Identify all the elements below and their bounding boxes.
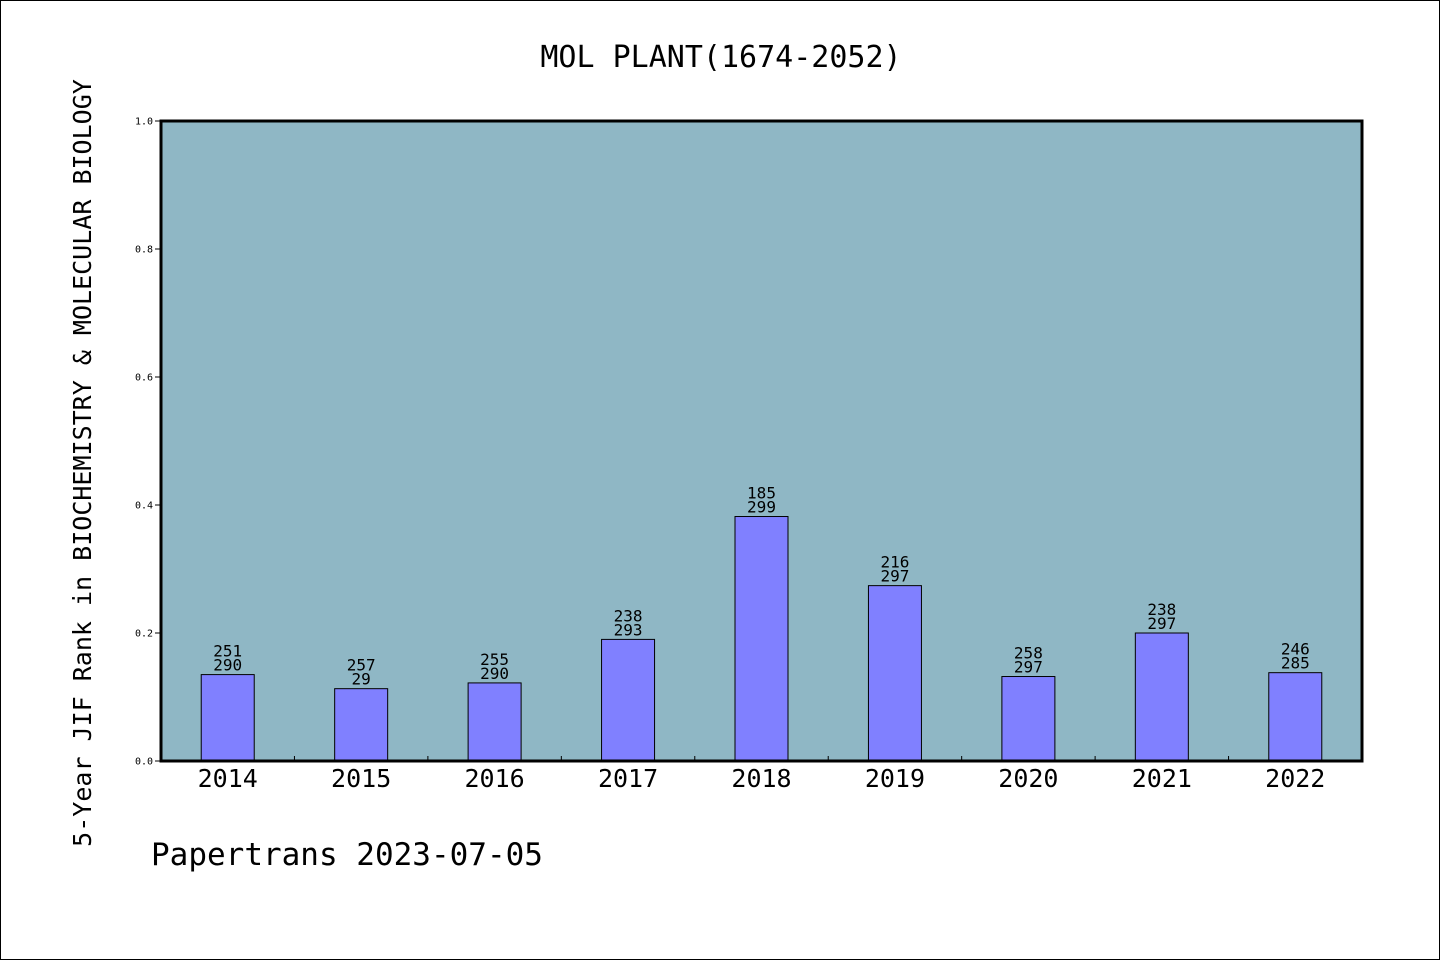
bar-2015 xyxy=(334,688,389,762)
bar-label-2018-rank: 185 xyxy=(747,484,776,503)
x-tick-label: 2015 xyxy=(331,764,391,793)
bar-label-2022-total: 285 xyxy=(1281,654,1310,673)
x-tick-label: 2016 xyxy=(465,764,525,793)
bar-label-2022-rank: 246 xyxy=(1281,640,1310,659)
bar-label-2018-total: 299 xyxy=(747,498,776,517)
x-tick-label: 2014 xyxy=(198,764,258,793)
chart-title: MOL PLANT(1674-2052) xyxy=(540,40,901,75)
x-tick-label: 2017 xyxy=(598,764,658,793)
bar-2019 xyxy=(867,585,922,762)
bar-2022 xyxy=(1268,672,1323,762)
bar-2016 xyxy=(467,682,522,762)
bar-2018 xyxy=(734,516,789,762)
bar-label-2016-rank: 255 xyxy=(480,650,509,669)
bar-2020 xyxy=(1001,676,1056,762)
bar-2021 xyxy=(1134,632,1189,762)
bar-label-2017-rank: 238 xyxy=(614,606,643,625)
bar-label-2016-total: 290 xyxy=(480,664,509,683)
x-tick-label: 2018 xyxy=(731,764,791,793)
bar-2017 xyxy=(601,638,656,762)
x-axis: 2014 2015 2016 2017 2018 2019 2020 2021 2022 xyxy=(198,756,1325,793)
bar-label-2019-total: 297 xyxy=(880,567,909,586)
bar-label-2015-rank: 257 xyxy=(347,656,376,675)
x-tick-label: 2020 xyxy=(998,764,1058,793)
y-tick-label: 0.4 xyxy=(135,501,153,512)
footer-text: Papertrans 2023-07-05 xyxy=(151,837,543,873)
bar-label-2014-rank: 251 xyxy=(213,642,242,661)
y-tick-label: 0.8 xyxy=(135,245,153,256)
bar-label-2017-total: 293 xyxy=(614,620,643,639)
y-tick-label: 1.0 xyxy=(135,117,153,128)
bar-label-2014-total: 290 xyxy=(213,656,242,675)
bar-label-2015-total: 29 xyxy=(352,670,371,689)
bar-label-2020-total: 297 xyxy=(1014,658,1043,677)
x-tick-label: 2022 xyxy=(1265,764,1325,793)
y-tick-label: 0.6 xyxy=(135,373,153,384)
y-tick-label: 0.2 xyxy=(135,629,153,640)
y-axis-label: 5-Year JIF Rank in BIOCHEMISTRY & MOLECU… xyxy=(68,79,97,847)
bar-label-2019-rank: 216 xyxy=(880,553,909,572)
y-axis: 0.0 0.2 0.4 0.6 0.8 1.0 xyxy=(135,117,161,768)
bars-group xyxy=(200,516,1323,762)
bar-2014 xyxy=(200,674,255,762)
bar-label-2020-rank: 258 xyxy=(1014,644,1043,663)
plot-border xyxy=(159,119,1364,763)
bar-label-2021-total: 297 xyxy=(1147,614,1176,633)
x-tick-label: 2021 xyxy=(1132,764,1192,793)
x-tick-label: 2019 xyxy=(865,764,925,793)
bar-label-2021-rank: 238 xyxy=(1147,600,1176,619)
y-tick-label: 0.0 xyxy=(135,757,153,768)
